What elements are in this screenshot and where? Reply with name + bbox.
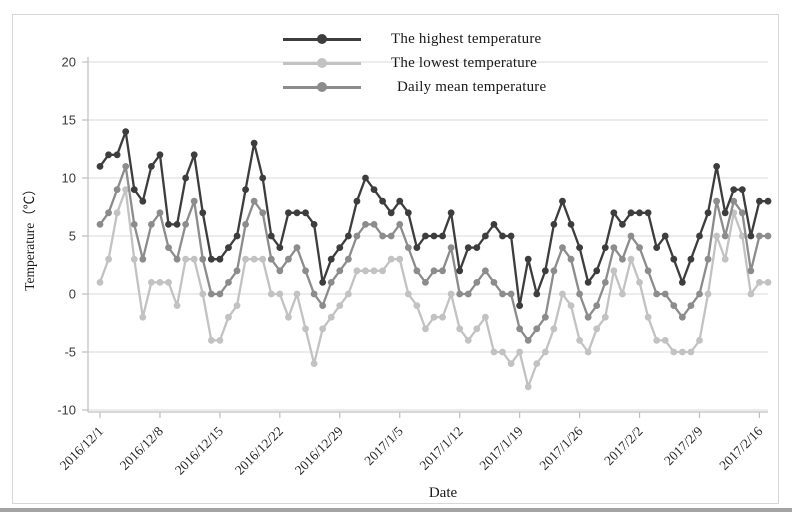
svg-text:Temperature（℃）: Temperature（℃） [22,182,37,291]
svg-text:2017/1/19: 2017/1/19 [476,423,525,472]
svg-text:2016/12/8: 2016/12/8 [117,423,166,472]
mean-series-marker-icon [283,75,361,99]
legend-label-lowest: The lowest temperature [391,54,538,71]
svg-text:2017/1/26: 2017/1/26 [536,423,585,472]
lowest-series-marker-icon [283,51,361,75]
legend-item-mean: Daily mean temperature [283,75,546,99]
svg-text:2017/1/5: 2017/1/5 [361,423,406,468]
svg-text:2017/2/9: 2017/2/9 [661,423,706,468]
bottom-divider-rule [0,508,792,512]
svg-text:2017/2/2: 2017/2/2 [601,424,646,469]
legend-item-highest: The highest temperature [283,27,546,51]
svg-text:0: 0 [69,287,76,302]
svg-text:Date: Date [429,485,458,501]
svg-text:-5: -5 [64,345,76,360]
svg-text:-10: -10 [57,403,76,418]
svg-text:5: 5 [69,229,76,244]
svg-text:2016/12/1: 2016/12/1 [57,424,106,473]
svg-text:2017/2/16: 2017/2/16 [716,423,765,472]
legend-label-highest: The highest temperature [391,30,542,47]
chart-legend: The highest temperature The lowest tempe… [283,27,546,99]
svg-text:2016/12/22: 2016/12/22 [232,424,286,478]
legend-label-mean: Daily mean temperature [397,78,547,95]
svg-text:15: 15 [62,113,76,128]
svg-text:20: 20 [62,55,76,70]
svg-text:2017/1/12: 2017/1/12 [416,424,465,473]
legend-item-lowest: The lowest temperature [283,51,546,75]
svg-text:2016/12/29: 2016/12/29 [292,423,346,477]
svg-text:2016/12/15: 2016/12/15 [172,423,226,477]
highest-series-marker-icon [283,27,361,51]
svg-text:10: 10 [62,171,76,186]
